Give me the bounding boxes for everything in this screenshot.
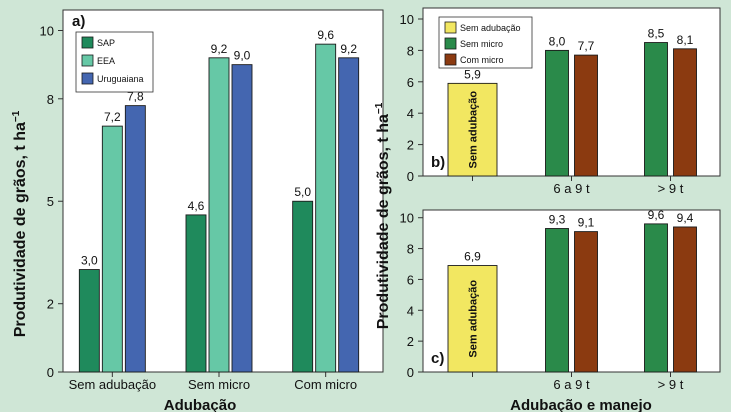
panel-2-label: b) bbox=[431, 154, 445, 171]
y-axis-title-right: Produtividade de grãos, t ha−1 bbox=[374, 102, 392, 329]
panel-1-x-tick-label: Sem micro bbox=[188, 377, 250, 392]
panel-2-bar bbox=[644, 42, 668, 177]
panel-1-y-tick-label: 0 bbox=[47, 365, 54, 380]
y-axis-title-left: Produtividade de grãos, t ha−1 bbox=[11, 110, 29, 337]
panel-1-data-label: 9,2 bbox=[211, 42, 228, 56]
panel-1-y-tick-label: 5 bbox=[47, 194, 54, 209]
panel-1-data-label: 4,6 bbox=[188, 199, 205, 213]
panel-1-data-label: 3,0 bbox=[81, 254, 98, 268]
panel-3-y-tick-label: 8 bbox=[407, 242, 414, 257]
panel-2-y-tick-label: 10 bbox=[400, 12, 414, 27]
panel-1-legend-swatch bbox=[81, 54, 94, 67]
panel-3-bar bbox=[447, 265, 498, 373]
panel-1-bar bbox=[208, 57, 230, 373]
panel-2-data-label: 8,0 bbox=[549, 34, 566, 48]
panel-2-y-tick-label: 2 bbox=[407, 138, 414, 153]
panel-1-legend-swatch bbox=[81, 36, 94, 49]
panel-3-data-label: 9,4 bbox=[677, 211, 694, 225]
panel-2-data-label: 5,9 bbox=[464, 67, 481, 81]
panel-1-y-tick-label: 8 bbox=[47, 92, 54, 107]
panel-2-data-label: 8,1 bbox=[677, 33, 694, 47]
panel-1-data-label: 7,8 bbox=[127, 90, 144, 104]
panel-2-bar bbox=[447, 82, 498, 177]
panel-1-legend-label: EEA bbox=[97, 56, 115, 66]
panel-2-bar-text: Sem adubação bbox=[468, 91, 480, 169]
panel-2-legend-label: Sem micro bbox=[460, 39, 503, 49]
panel-2-y-tick-label: 0 bbox=[407, 169, 414, 184]
panel-2-x-tick-label: > 9 t bbox=[658, 181, 684, 196]
panel-3-bar bbox=[644, 223, 668, 373]
panel-2-y-tick-label: 6 bbox=[407, 75, 414, 90]
panel-3-bar bbox=[574, 231, 598, 373]
panel-2-legend-swatch bbox=[444, 37, 457, 50]
x-axis-title-right: Adubação e manejo bbox=[510, 397, 652, 412]
y-axis-title-right-text: Produtividade de grãos, t ha bbox=[375, 114, 392, 329]
panel-2-data-label: 7,7 bbox=[578, 39, 595, 53]
panel-2-bar bbox=[673, 48, 697, 177]
panel-3-label: c) bbox=[431, 350, 444, 367]
panel-2-y-tick-label: 8 bbox=[407, 43, 414, 58]
panel-1-bar bbox=[78, 269, 100, 373]
x-axis-title-left: Adubação bbox=[164, 397, 237, 412]
panel-2-legend-label: Com micro bbox=[460, 55, 504, 65]
panels: 0 2 5 8 10 Sem adubação 3,0 7,2 7,8 Sem micro 4,6 9… bbox=[40, 7, 721, 392]
panel-1-data-label: 7,2 bbox=[104, 110, 121, 124]
panel-3-y-tick-label: 2 bbox=[407, 334, 414, 349]
panel-2-bar bbox=[545, 49, 569, 177]
panel-2-data-label: 8,5 bbox=[648, 27, 665, 41]
panel-1-data-label: 9,0 bbox=[234, 49, 251, 63]
panel-3-y-tick-label: 0 bbox=[407, 365, 414, 380]
panel-1-bar bbox=[292, 200, 314, 373]
panel-2-legend-swatch bbox=[444, 21, 457, 34]
panel-2-x-tick-label: 6 a 9 t bbox=[553, 181, 590, 196]
panel-1-bar bbox=[124, 105, 146, 373]
panel-3-data-label: 9,3 bbox=[549, 213, 566, 227]
y-axis-title-left-exponent: −1 bbox=[11, 110, 22, 122]
panel-3-bar bbox=[545, 228, 569, 373]
panel-1-y-tick-label: 10 bbox=[40, 23, 54, 38]
y-axis-title-left-text: Produtividade de grãos, t ha bbox=[12, 122, 29, 337]
panel-1-bar bbox=[338, 57, 360, 373]
panel-2-legend-swatch bbox=[444, 53, 457, 66]
panel-1-x-tick-label: Sem adubação bbox=[69, 377, 156, 392]
panel-3-x-tick-label: 6 a 9 t bbox=[553, 377, 590, 392]
panel-1-bar bbox=[231, 64, 253, 373]
panel-1-legend-swatch bbox=[81, 72, 94, 85]
panel-3-bar bbox=[673, 226, 697, 373]
panel-3-y-tick-label: 4 bbox=[407, 303, 414, 318]
panel-3-y-tick-label: 10 bbox=[400, 211, 414, 226]
panel-3-x-tick-label: > 9 t bbox=[658, 377, 684, 392]
panel-1-x-tick-label: Com micro bbox=[294, 377, 357, 392]
panel-1-y-tick-label: 2 bbox=[47, 297, 54, 312]
panel-1-data-label: 9,6 bbox=[317, 28, 334, 42]
panel-3-data-label: 6,9 bbox=[464, 250, 481, 264]
panel-1-legend-label: Uruguaiana bbox=[97, 74, 144, 84]
panel-1-bar bbox=[101, 125, 123, 373]
panel-1-data-label: 5,0 bbox=[294, 185, 311, 199]
panel-2-bar bbox=[574, 54, 598, 177]
panel-1-legend-label: SAP bbox=[97, 38, 115, 48]
panel-3-bar-text: Sem adubação bbox=[468, 280, 480, 358]
panel-1-data-label: 9,2 bbox=[340, 42, 357, 56]
panel-1-bar bbox=[185, 214, 207, 373]
panel-2-y-tick-label: 4 bbox=[407, 106, 414, 121]
panel-3-data-label: 9,6 bbox=[648, 208, 665, 222]
y-axis-title-right-exponent: −1 bbox=[374, 102, 385, 114]
panel-3-data-label: 9,1 bbox=[578, 216, 595, 230]
panel-1-label: a) bbox=[72, 13, 85, 30]
panel-1-bar bbox=[315, 43, 337, 373]
panel-2-legend-label: Sem adubação bbox=[460, 23, 521, 33]
panel-3-y-tick-label: 6 bbox=[407, 272, 414, 287]
